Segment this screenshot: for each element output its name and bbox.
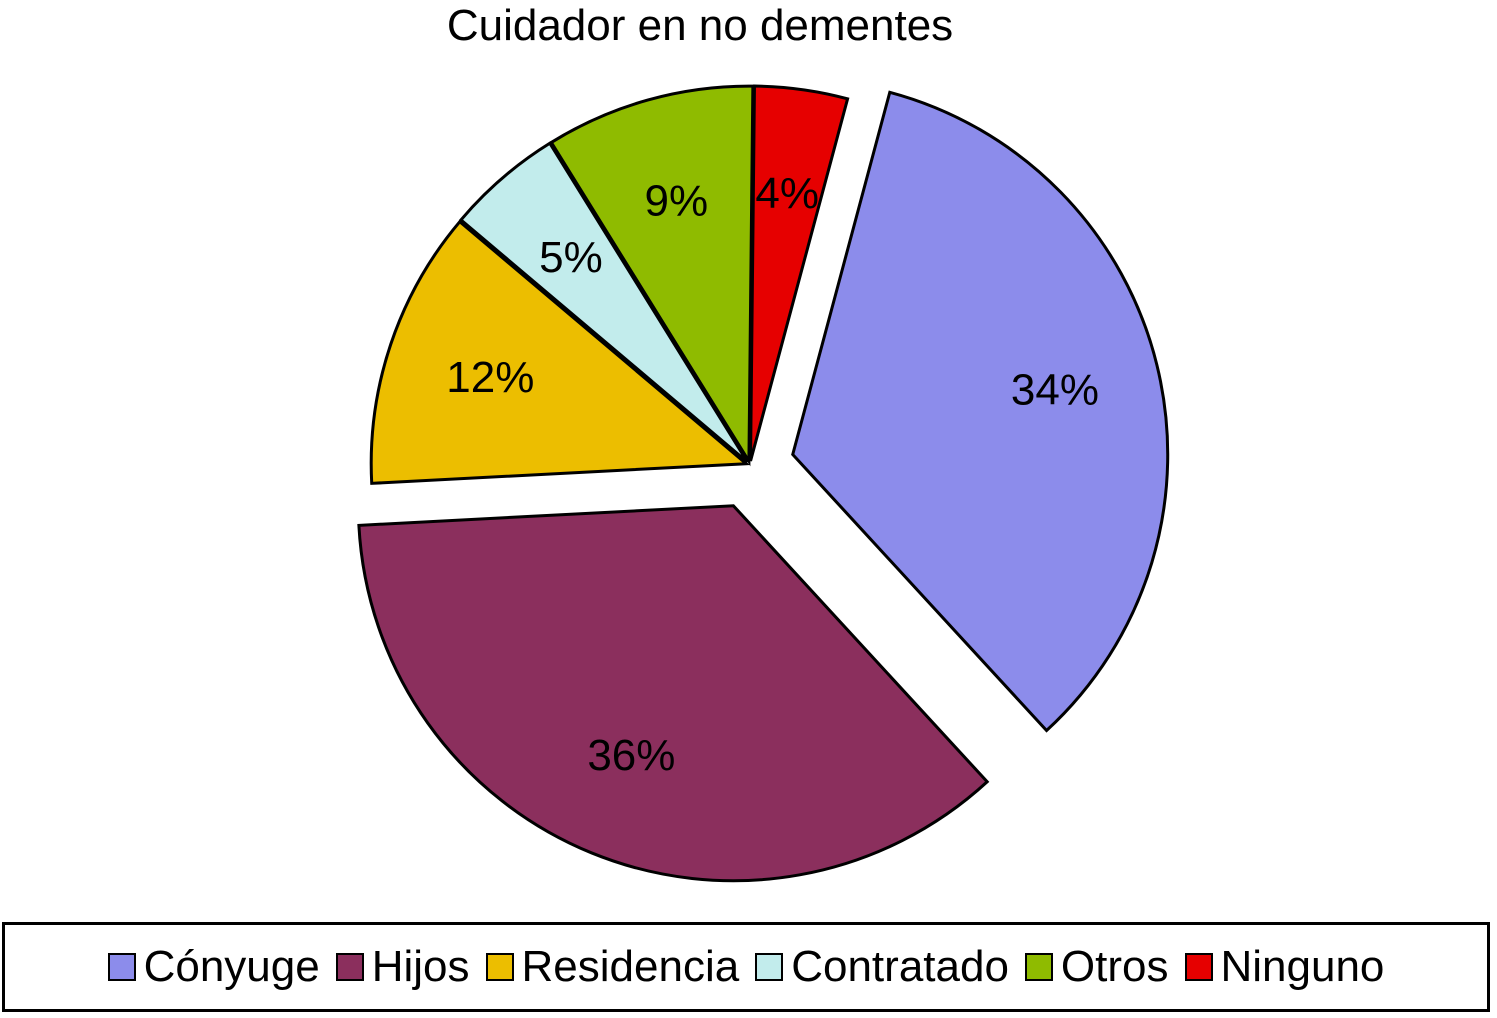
pie-slice-hijos <box>357 504 990 883</box>
legend-item: Hijos <box>335 942 470 992</box>
legend-swatch <box>485 953 514 981</box>
pie-slices <box>357 84 1170 883</box>
legend-swatch <box>1024 953 1053 981</box>
slice-value-label: 9% <box>645 177 709 226</box>
legend-label: Hijos <box>371 942 470 991</box>
slice-value-label: 5% <box>539 233 603 282</box>
legend-swatch <box>755 953 784 981</box>
legend-item: Residencia <box>485 942 740 992</box>
legend-label: Cónyuge <box>143 942 320 991</box>
pie-value-labels: 34% 36% 12% 5% 9% 4% <box>446 169 1099 780</box>
slice-value-label: 36% <box>587 731 675 780</box>
legend-swatch <box>1184 953 1213 981</box>
slice-value-label: 4% <box>755 169 819 218</box>
pie-slice-residencia <box>369 219 751 485</box>
legend-item: Cónyuge <box>107 942 320 992</box>
legend-label: Contratado <box>791 942 1009 991</box>
legend-label: Residencia <box>521 942 740 991</box>
legend-swatch <box>335 953 364 981</box>
legend-label: Otros <box>1060 942 1169 991</box>
pie-chart: 34% 36% 12% 5% 9% 4% <box>357 84 1170 883</box>
legend-item: Ninguno <box>1184 942 1385 992</box>
pie-slice-ninguno <box>749 84 850 462</box>
pie-slice-contratado <box>458 141 749 464</box>
legend-label: Ninguno <box>1220 942 1385 991</box>
legend-swatch <box>107 953 136 981</box>
slice-value-label: 34% <box>1011 366 1099 415</box>
chart-title: Cuidador en no dementes <box>446 1 954 50</box>
pie-slice-c-nyuge <box>791 90 1170 733</box>
pie-slice-otros <box>549 84 755 467</box>
legend-item: Otros <box>1024 942 1169 992</box>
legend: Cónyuge Hijos Residencia Contratado Otros Nin… <box>2 922 1490 1012</box>
legend-item: Contratado <box>755 942 1009 992</box>
slice-value-label: 12% <box>446 353 534 402</box>
